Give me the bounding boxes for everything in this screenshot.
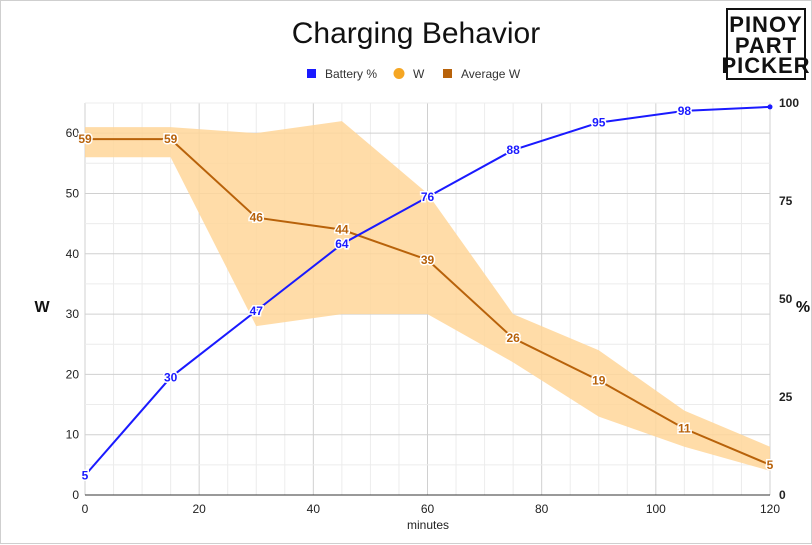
battery-data-label: 47	[250, 304, 264, 318]
y-right-axis-title: %	[796, 299, 810, 316]
average-w-data-label: 44	[335, 223, 349, 237]
legend-label-w: W	[413, 67, 425, 81]
logo-line-3: PICKER	[721, 53, 810, 78]
battery-data-label: 5	[82, 468, 89, 482]
x-tick-label: 20	[192, 502, 206, 516]
battery-point	[510, 147, 516, 153]
average-w-point	[253, 215, 259, 221]
y-left-axis-title: W	[34, 299, 50, 316]
battery-point	[253, 308, 259, 314]
x-tick-label: 40	[307, 502, 321, 516]
average-w-point	[82, 136, 88, 142]
y-left-tick-label: 0	[72, 488, 79, 502]
average-w-point	[767, 462, 773, 468]
x-tick-label: 60	[421, 502, 435, 516]
average-w-data-label: 59	[78, 132, 92, 146]
y-right-tick-label: 75	[779, 194, 793, 208]
average-w-data-label: 39	[421, 253, 435, 267]
x-tick-label: 120	[760, 502, 780, 516]
y-right-tick-label: 50	[779, 292, 793, 306]
legend: Battery % W Average W	[307, 67, 521, 81]
legend-label-battery: Battery %	[325, 67, 377, 81]
y-left-tick-label: 30	[66, 307, 80, 321]
average-w-data-label: 26	[506, 331, 520, 345]
logo-border	[726, 8, 806, 80]
battery-point	[339, 241, 345, 247]
battery-data-label: 88	[506, 143, 520, 157]
average-w-data-label: 59	[164, 132, 178, 146]
average-w-data-label: 19	[592, 373, 606, 387]
x-axis-title: minutes	[407, 518, 449, 532]
battery-point	[767, 104, 773, 110]
battery-point	[681, 108, 687, 114]
battery-data-label: 30	[164, 370, 178, 384]
x-tick-label: 80	[535, 502, 549, 516]
chart-title: Charging Behavior	[292, 17, 540, 50]
legend-label-average-w: Average W	[461, 67, 521, 81]
battery-point	[82, 472, 88, 478]
average-w-data-label: 46	[250, 211, 264, 225]
legend-swatch-battery	[307, 69, 316, 78]
legend-swatch-average-w	[443, 69, 452, 78]
y-left-tick-label: 60	[66, 126, 80, 140]
legend-item-battery[interactable]: Battery %	[307, 67, 377, 81]
battery-data-label: 98	[678, 104, 692, 118]
average-w-data-label: 11	[678, 422, 691, 436]
logo-line-2: PART	[735, 33, 797, 58]
y-left-tick-label: 50	[66, 186, 80, 200]
y-right-tick-label: 100	[779, 96, 799, 110]
x-tick-label: 0	[82, 502, 89, 516]
battery-point	[168, 374, 174, 380]
y-right-tick-label: 0	[779, 488, 786, 502]
average-w-point	[425, 257, 430, 263]
x-tick-label: 100	[646, 502, 666, 516]
average-w-point	[339, 227, 345, 233]
y-right-tick-label: 25	[779, 390, 793, 404]
logo: PINOY PART PICKER	[721, 8, 810, 80]
average-w-data-label: 5	[767, 458, 774, 472]
battery-data-label: 76	[421, 190, 435, 204]
y-left-tick-label: 20	[66, 367, 80, 381]
y-left-tick-label: 40	[66, 247, 80, 261]
legend-item-average-w[interactable]: Average W	[443, 67, 521, 81]
battery-data-label: 95	[592, 116, 606, 130]
series-lines	[82, 104, 773, 478]
average-w-point	[681, 426, 687, 432]
battery-data-label: 64	[335, 237, 349, 251]
w-range-band	[85, 121, 770, 471]
w-range-area	[85, 121, 770, 471]
legend-item-w[interactable]: W	[393, 67, 426, 81]
average-w-point	[168, 136, 174, 142]
data-labels: 59 59 46 44 39 26 19 11 5 5 30 47 64 76 88 95 98	[77, 102, 775, 484]
legend-swatch-w	[393, 68, 405, 79]
battery-point	[425, 194, 430, 200]
average-w-point	[596, 377, 602, 383]
logo-line-1: PINOY	[729, 12, 802, 37]
average-w-point	[510, 335, 516, 341]
y-left-tick-label: 10	[66, 428, 80, 442]
battery-point	[596, 120, 602, 126]
